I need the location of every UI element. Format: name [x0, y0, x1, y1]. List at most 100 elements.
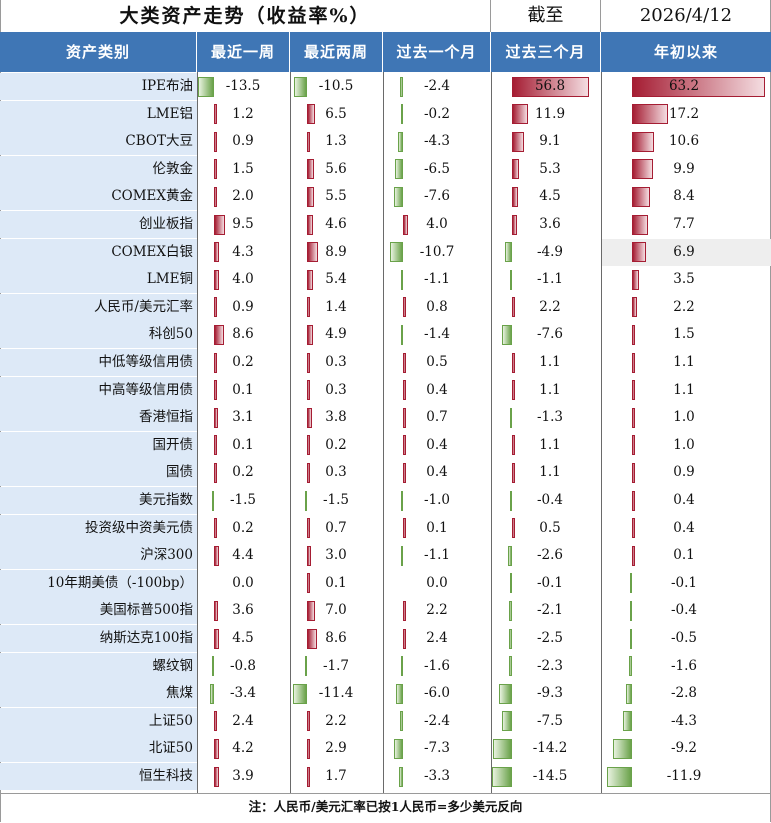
column-divider	[601, 72, 602, 793]
cell-value-w1: -0.8	[229, 657, 257, 674]
cell-value-m1: -0.2	[423, 105, 451, 122]
value-bar-m3	[492, 738, 512, 759]
value-bar-w1	[214, 380, 217, 401]
row-label: 美元指数	[0, 487, 197, 514]
value-bar-w2	[307, 186, 314, 207]
value-bar-m1	[400, 269, 403, 290]
cell-value-m3: -2.6	[536, 547, 564, 564]
value-bar-m3	[508, 545, 512, 566]
value-bar-ytd	[629, 628, 632, 649]
cell-value-ytd: 6.9	[673, 243, 695, 260]
value-bar-w1	[214, 435, 217, 456]
cell-value-ytd: -0.1	[670, 574, 698, 591]
cell-value-m1: -3.3	[423, 768, 451, 784]
value-bar-m3	[492, 766, 512, 787]
cell-value-m1: 2.2	[426, 602, 448, 619]
cell-value-w1: 4.2	[232, 740, 254, 757]
value-bar-m3	[512, 214, 517, 235]
cell-value-m1: 0.8	[426, 298, 448, 315]
value-bar-w2	[307, 766, 310, 787]
cell-value-ytd: 1.0	[673, 409, 695, 426]
value-bar-w2	[307, 159, 314, 180]
highlighted-cell	[602, 238, 771, 267]
cell-value-m3: 9.1	[539, 133, 561, 150]
cell-value-m3: -2.1	[536, 602, 564, 619]
cell-value-m3: 1.1	[539, 436, 561, 453]
cell-value-m1: 0.4	[426, 436, 448, 453]
value-bar-m1	[394, 159, 403, 180]
cell-value-ytd: 7.7	[673, 216, 695, 232]
cell-value-ytd: -0.5	[670, 630, 698, 646]
value-bar-w2	[307, 324, 313, 345]
cell-value-w1: 0.2	[232, 519, 254, 536]
cell-value-w2: 3.0	[325, 547, 347, 564]
cell-value-w2: 8.6	[325, 630, 347, 646]
value-bar-m1	[403, 214, 408, 235]
cell-value-m3: -1.1	[536, 271, 564, 288]
cell-value-m3: 0.5	[539, 519, 561, 536]
value-bar-m3	[501, 711, 512, 732]
column-divider	[383, 72, 384, 793]
value-bar-m3	[512, 76, 589, 97]
value-bar-m3	[509, 573, 512, 594]
value-bar-w1	[214, 738, 220, 759]
cell-value-ytd: 1.5	[673, 326, 695, 343]
cell-value-ytd: 0.1	[673, 547, 695, 564]
value-bar-w1	[214, 766, 219, 787]
value-bar-w1	[209, 683, 214, 704]
value-bar-m3	[508, 628, 512, 649]
value-bar-ytd	[632, 159, 653, 180]
cell-value-ytd: 9.9	[673, 160, 695, 177]
cell-value-w1: 0.1	[232, 436, 254, 453]
value-bar-ytd	[632, 545, 635, 566]
value-bar-w2	[307, 380, 310, 401]
value-bar-w2	[307, 573, 310, 594]
value-bar-m1	[400, 490, 403, 511]
value-bar-m1	[400, 545, 403, 566]
cell-value-m1: -6.5	[423, 160, 451, 177]
cell-value-m3: 1.1	[539, 354, 561, 370]
cell-value-w1: 2.0	[232, 188, 254, 205]
cell-value-m3: 3.6	[539, 216, 561, 232]
cell-value-m1: -2.4	[423, 78, 451, 94]
value-bar-w1	[211, 656, 214, 677]
header-ytd: 年初以来	[601, 32, 771, 72]
cell-value-w2: 8.9	[325, 243, 347, 260]
cell-value-w1: 1.5	[232, 160, 254, 177]
value-bar-m3	[509, 490, 512, 511]
cell-value-m1: -10.7	[419, 243, 455, 260]
value-bar-ytd	[632, 352, 635, 373]
row-label: 香港恒指	[0, 404, 197, 432]
value-bar-m3	[512, 518, 515, 539]
cell-value-ytd: 2.2	[673, 298, 695, 315]
value-bar-m3	[509, 269, 512, 290]
cell-value-m1: 2.4	[426, 630, 448, 646]
value-bar-w2	[307, 214, 313, 235]
value-bar-w2	[293, 683, 307, 704]
value-bar-m1	[403, 352, 406, 373]
row-label: 焦煤	[0, 680, 197, 708]
value-bar-m3	[509, 407, 512, 428]
cell-value-w2: 7.0	[325, 602, 347, 619]
as-of-date: 2026/4/12	[600, 0, 771, 32]
cell-value-m1: 0.0	[426, 574, 448, 591]
cell-value-m3: 1.1	[539, 464, 561, 481]
table-title: 大类资产走势（收益率%）	[119, 5, 371, 27]
cell-value-w1: 8.6	[232, 326, 254, 343]
value-bar-w2	[294, 76, 307, 97]
cell-value-m1: 0.7	[426, 409, 448, 426]
cell-value-w2: 0.3	[325, 354, 347, 370]
cell-value-w1: 0.2	[232, 354, 254, 370]
cell-value-w1: 0.9	[232, 133, 254, 150]
cell-value-w2: 0.3	[325, 464, 347, 481]
column-divider	[290, 72, 291, 793]
cell-value-ytd: 10.6	[668, 133, 700, 150]
value-bar-ytd	[607, 766, 632, 787]
cell-value-m1: -2.4	[423, 712, 451, 729]
value-bar-w1	[214, 104, 217, 125]
cell-value-m1: 0.1	[426, 519, 448, 536]
value-bar-m1	[403, 600, 406, 621]
cell-value-ytd: 0.4	[673, 519, 695, 536]
value-bar-w2	[307, 628, 318, 649]
cell-value-ytd: -2.8	[670, 685, 698, 702]
